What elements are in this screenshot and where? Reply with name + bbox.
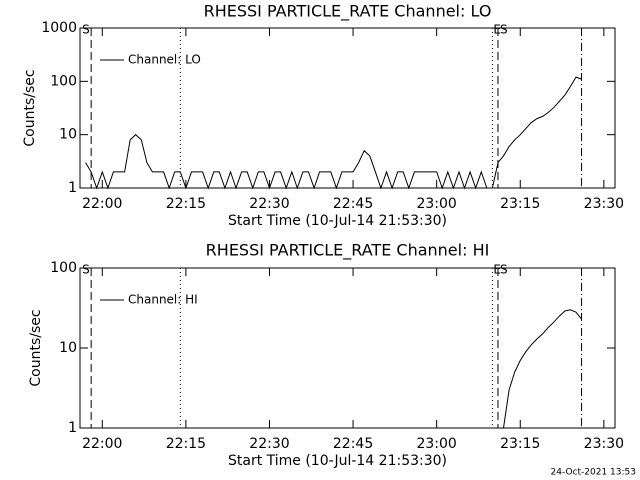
x-tick-label: 23:00 <box>416 196 456 212</box>
marker-label: S <box>82 263 90 277</box>
legend-label: Channel: LO <box>128 53 201 67</box>
y-tick-label: 1000 <box>41 20 77 36</box>
y-axis-label: Counts/sec <box>22 69 38 146</box>
x-tick-label: 22:30 <box>249 196 289 212</box>
series-line <box>503 309 582 429</box>
marker-label: E <box>493 23 501 37</box>
x-tick-label: 23:15 <box>500 436 540 452</box>
x-axis-label: Start Time (10-Jul-14 21:53:30) <box>228 213 447 229</box>
y-tick-label: 1 <box>68 180 77 196</box>
x-tick-label: 22:45 <box>333 196 373 212</box>
series-line <box>85 76 582 190</box>
y-tick-label: 10 <box>59 127 77 143</box>
x-tick-label: 22:00 <box>82 436 122 452</box>
y-tick-label: 10 <box>59 340 77 356</box>
y-tick-label: 100 <box>50 260 77 276</box>
x-tick-label: 23:15 <box>500 196 540 212</box>
x-tick-label: 22:45 <box>333 436 373 452</box>
x-tick-label: 22:15 <box>166 436 206 452</box>
marker-label: S <box>500 23 508 37</box>
x-tick-label: 23:00 <box>416 436 456 452</box>
legend-label: Channel: HI <box>128 293 198 307</box>
y-tick-label: 1 <box>68 420 77 436</box>
marker-label: S <box>500 263 508 277</box>
x-tick-label: 22:15 <box>166 196 206 212</box>
marker-label: S <box>82 23 90 37</box>
y-tick-label: 100 <box>50 73 77 89</box>
x-axis-label: Start Time (10-Jul-14 21:53:30) <box>228 453 447 469</box>
chart-title: RHESSI PARTICLE_RATE Channel: LO <box>204 2 492 22</box>
plot-frame <box>79 27 616 189</box>
marker-label: E <box>493 263 501 277</box>
chart-title: RHESSI PARTICLE_RATE Channel: HI <box>206 241 490 261</box>
x-tick-label: 22:30 <box>249 436 289 452</box>
x-tick-label: 23:30 <box>584 436 624 452</box>
x-tick-label: 23:30 <box>584 196 624 212</box>
y-axis-label: Counts/sec <box>28 309 44 386</box>
x-tick-label: 22:00 <box>82 196 122 212</box>
footer: 24-Oct-2021 13:53 <box>551 468 636 478</box>
